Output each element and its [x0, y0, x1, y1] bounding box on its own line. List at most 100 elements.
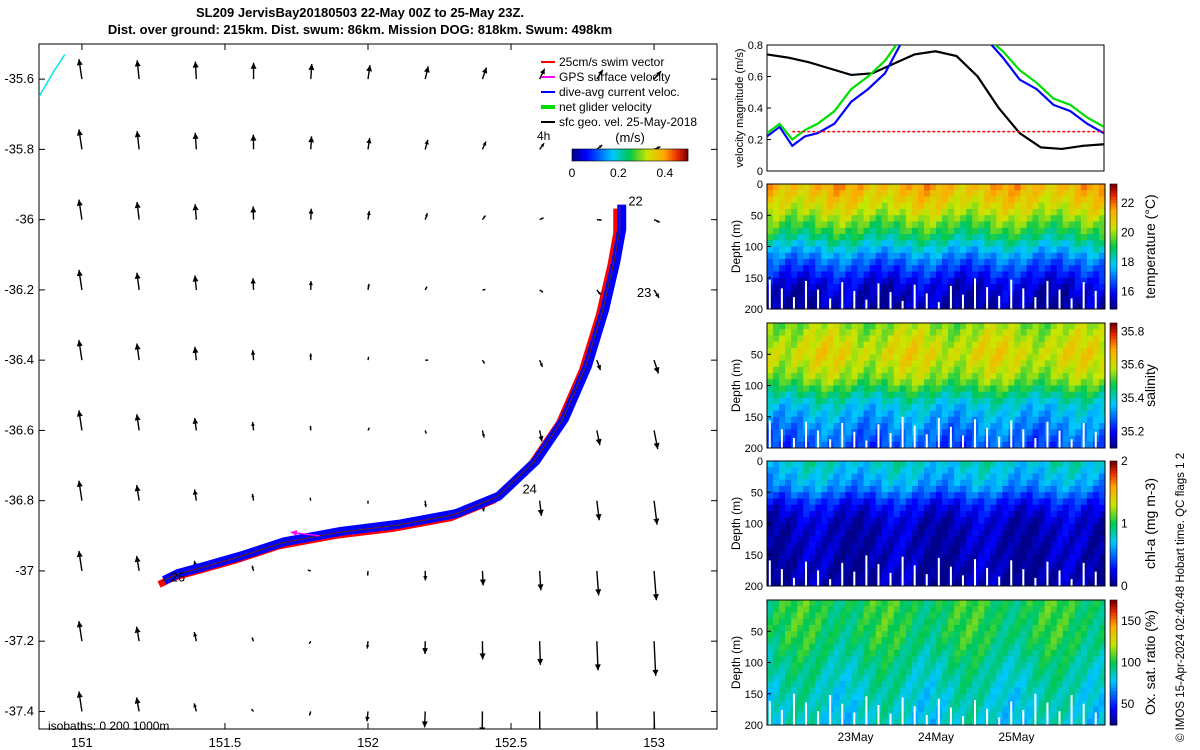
- section-cell: [827, 366, 834, 374]
- section-colorbar-cell: [1110, 215, 1117, 219]
- section-cell: [839, 548, 846, 556]
- section-cell: [1050, 246, 1058, 254]
- section-cell: [779, 271, 786, 279]
- colorbar-cell: [644, 149, 647, 161]
- velocity-series: [767, 45, 1104, 148]
- section-colorbar-cell: [1110, 259, 1117, 263]
- section-cell: [821, 366, 828, 374]
- section-cell: [1068, 467, 1076, 474]
- section-cell: [984, 202, 991, 210]
- section-cell: [1050, 536, 1058, 543]
- section-cell: [803, 391, 810, 399]
- colorbar-cell: [642, 149, 645, 161]
- section-cell: [917, 398, 925, 405]
- section-cell: [905, 246, 913, 254]
- section-cell: [917, 252, 925, 260]
- current-arrow-head: [598, 69, 603, 76]
- section-cell: [1086, 234, 1094, 241]
- colorbar-cell: [684, 149, 687, 161]
- section-cell: [942, 441, 949, 449]
- section-cell: [929, 335, 937, 343]
- section-cell: [960, 706, 967, 713]
- section-cell: [978, 618, 985, 626]
- section-cell: [893, 323, 901, 330]
- section-cell: [1038, 423, 1046, 430]
- section-cell: [996, 706, 1003, 713]
- section-cell: [966, 573, 973, 581]
- section-cell: [1026, 323, 1033, 330]
- current-arrow-head: [599, 218, 602, 221]
- section-cell: [990, 202, 997, 210]
- section-cell: [978, 567, 985, 574]
- section-cell: [821, 650, 828, 657]
- section-cell: [887, 656, 895, 663]
- section-cell: [899, 202, 907, 210]
- section-cell: [779, 209, 786, 216]
- section-cell: [773, 548, 780, 556]
- section-cell: [1092, 567, 1100, 574]
- section-colorbar-cell: [1110, 193, 1117, 197]
- section-cell: [1080, 196, 1088, 204]
- section-cell: [791, 486, 798, 493]
- section-cell: [809, 246, 816, 254]
- section-cell: [1050, 573, 1058, 581]
- section-cell: [1050, 473, 1058, 481]
- section-cell: [978, 548, 985, 556]
- section-cell: [797, 554, 804, 562]
- section-cell: [1074, 290, 1082, 297]
- section-cell: [929, 234, 937, 241]
- section-cell: [899, 366, 907, 374]
- section-cell: [929, 656, 937, 663]
- section-cell: [875, 227, 883, 235]
- section-cell: [1002, 573, 1009, 581]
- section-cell: [948, 227, 955, 235]
- section-cell: [875, 479, 883, 487]
- section-cell: [887, 486, 895, 493]
- section-cell: [773, 385, 780, 393]
- section-cell: [815, 637, 822, 645]
- section-cell: [905, 354, 913, 361]
- section-cell: [996, 637, 1003, 645]
- section-cell: [978, 693, 985, 701]
- section-cell: [978, 517, 985, 524]
- section-cell: [785, 600, 792, 607]
- section-cell: [791, 567, 798, 574]
- section-cell: [821, 523, 828, 531]
- section-cell: [1026, 656, 1033, 663]
- section-cell: [905, 536, 913, 543]
- section-cell: [791, 429, 798, 436]
- section-cell: [1032, 561, 1040, 568]
- section-cell: [881, 435, 889, 443]
- section-cell: [905, 718, 913, 726]
- section-cell: [911, 366, 919, 374]
- section-cell: [996, 662, 1003, 670]
- section-cell: [1068, 202, 1076, 210]
- section-cell: [803, 341, 810, 349]
- section-cell: [954, 416, 961, 424]
- section-cell: [791, 385, 798, 393]
- section-cell: [779, 693, 786, 701]
- section-cell: [851, 650, 858, 657]
- section-cell: [1002, 190, 1009, 197]
- section-cell: [809, 637, 816, 645]
- section-cell: [845, 479, 852, 487]
- section-cell: [1008, 542, 1015, 549]
- section-cell: [960, 398, 967, 405]
- section-cell: [1074, 323, 1082, 330]
- section-cell: [779, 561, 786, 568]
- section-cell: [1014, 618, 1021, 626]
- section-cell: [851, 360, 858, 368]
- section-cell: [1062, 492, 1070, 499]
- section-cell: [839, 687, 846, 695]
- section-cell: [1026, 404, 1033, 411]
- colorbar-cell: [678, 149, 681, 161]
- section-cell: [827, 404, 834, 411]
- section-cell: [857, 234, 864, 241]
- section-cell: [833, 271, 840, 279]
- section-cell: [887, 606, 895, 613]
- section-cell: [917, 385, 925, 393]
- section-cell: [857, 366, 864, 374]
- section-cell: [851, 271, 858, 279]
- section-cell: [960, 656, 967, 663]
- section-cell: [797, 277, 804, 285]
